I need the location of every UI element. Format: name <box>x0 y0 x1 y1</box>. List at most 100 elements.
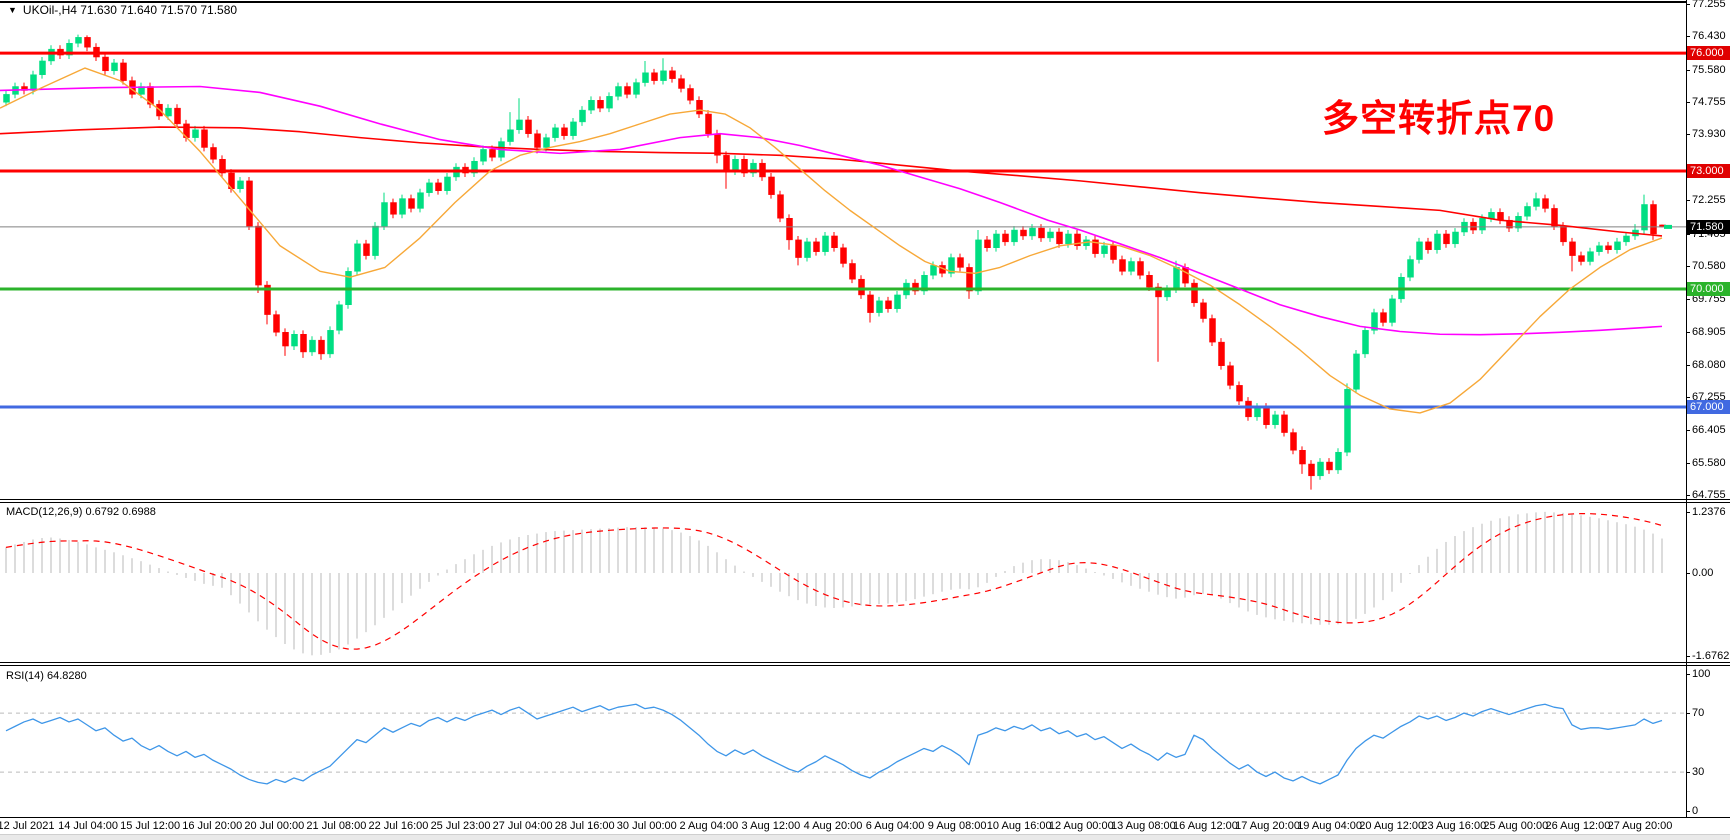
candle-body <box>1011 229 1018 243</box>
candle-body <box>552 127 559 138</box>
candle-body <box>1056 231 1063 245</box>
candle-body <box>1218 341 1225 366</box>
last-price-marker <box>1664 224 1672 229</box>
price-axis-tickmark <box>1686 495 1690 497</box>
price-level-badge: 70.000 <box>1687 282 1730 297</box>
candle-body <box>705 113 712 134</box>
price-axis-tick: 74.755 <box>1692 96 1726 109</box>
time-axis-label: 6 Aug 04:00 <box>865 820 925 832</box>
candle-body <box>1506 219 1513 229</box>
candle-body <box>723 155 730 172</box>
price-axis-tickmark <box>1686 3 1690 5</box>
price-axis-tick: 77.255 <box>1692 0 1726 10</box>
candle-body <box>1641 204 1648 231</box>
candle-body <box>813 241 820 252</box>
price-axis-tickmark <box>1686 396 1690 398</box>
candle-body <box>1200 302 1207 319</box>
price-axis-tickmark <box>1686 332 1690 334</box>
candle-body <box>615 86 622 97</box>
time-axis-label: 21 Jul 08:00 <box>306 820 367 832</box>
candle-body <box>1038 227 1045 239</box>
candle-body <box>327 330 334 355</box>
price-axis-tickmark <box>1686 102 1690 104</box>
candle-body <box>381 202 388 227</box>
candle-body <box>867 294 874 313</box>
price-level-badge: 71.580 <box>1687 219 1730 234</box>
time-axis-label: 12 Jul 2021 <box>0 820 55 832</box>
candle-body <box>687 88 694 101</box>
candle-body <box>1542 198 1549 209</box>
candle-body <box>750 162 757 174</box>
candle-body <box>1326 461 1333 471</box>
candle-body <box>741 159 748 174</box>
candle-body <box>777 194 784 219</box>
rsi-line <box>5 703 1663 785</box>
bottom-strip <box>0 834 1730 840</box>
time-axis-label: 20 Jul 00:00 <box>244 820 305 832</box>
time-axis-label: 25 Jul 23:00 <box>430 820 491 832</box>
candle-body <box>408 198 415 209</box>
candle-body <box>804 241 811 258</box>
candle-body <box>1524 206 1531 217</box>
rsi-label: RSI(14) 64.8280 <box>6 670 87 682</box>
candle-body <box>1128 261 1135 272</box>
candle-body <box>66 43 73 56</box>
candle-body <box>588 100 595 111</box>
time-axis-label: 13 Aug 08:00 <box>1110 820 1176 832</box>
candle-body <box>1344 389 1351 453</box>
candle-body <box>399 198 406 215</box>
time-axis-label: 27 Jul 04:00 <box>492 820 553 832</box>
candle-body <box>1263 406 1270 425</box>
candle-body <box>435 182 442 191</box>
candle-body <box>1389 298 1396 323</box>
time-axis-label: 16 Jul 20:00 <box>182 820 243 832</box>
rsi-axis-tickmark <box>1686 772 1690 774</box>
price-axis-tickmark <box>1686 298 1690 300</box>
candle-body <box>390 202 397 215</box>
candle-body <box>1101 245 1108 254</box>
candle-body <box>912 282 919 292</box>
candle-body <box>966 267 973 292</box>
candle-body <box>570 121 577 136</box>
ma-magenta <box>0 85 1663 336</box>
candle-body <box>363 243 370 256</box>
candle-body <box>696 100 703 115</box>
time-axis-label: 19 Aug 04:00 <box>1297 820 1363 832</box>
candle-body <box>1299 450 1306 465</box>
candle-body <box>1587 251 1594 262</box>
candle-body <box>1209 318 1216 343</box>
collapse-icon[interactable]: ▼ <box>8 4 17 15</box>
candle-body <box>291 334 298 347</box>
candle-body <box>516 119 523 131</box>
candle-body <box>606 96 613 109</box>
candle-body <box>876 300 883 313</box>
time-axis-label: 15 Jul 12:00 <box>120 820 181 832</box>
candle-body <box>768 176 775 195</box>
candle-body <box>624 86 631 95</box>
price-axis-tickmark <box>1686 233 1690 235</box>
price-axis-tick: 72.255 <box>1692 194 1726 207</box>
candle-body <box>1614 241 1621 250</box>
rsi-axis-tick: 70 <box>1692 707 1705 720</box>
candle-body <box>1155 286 1162 298</box>
candle-body <box>1335 451 1342 471</box>
candle-body <box>1182 267 1189 284</box>
candle-body <box>480 149 487 162</box>
price-axis-tickmark <box>1686 462 1690 464</box>
candle-body <box>1425 241 1432 250</box>
candle-body <box>471 160 478 174</box>
candle-body <box>48 48 55 62</box>
candle-body <box>174 107 181 125</box>
price-axis-tickmark <box>1686 266 1690 268</box>
candle-body <box>984 239 991 248</box>
candle-body <box>1227 365 1234 386</box>
candle-body <box>246 180 253 227</box>
time-axis-label: 25 Aug 00:00 <box>1483 820 1549 832</box>
candle-body <box>1353 353 1360 390</box>
candle-body <box>1551 208 1558 227</box>
candle-body <box>660 70 667 81</box>
candle-body <box>1623 235 1630 243</box>
candle-body <box>885 300 892 309</box>
